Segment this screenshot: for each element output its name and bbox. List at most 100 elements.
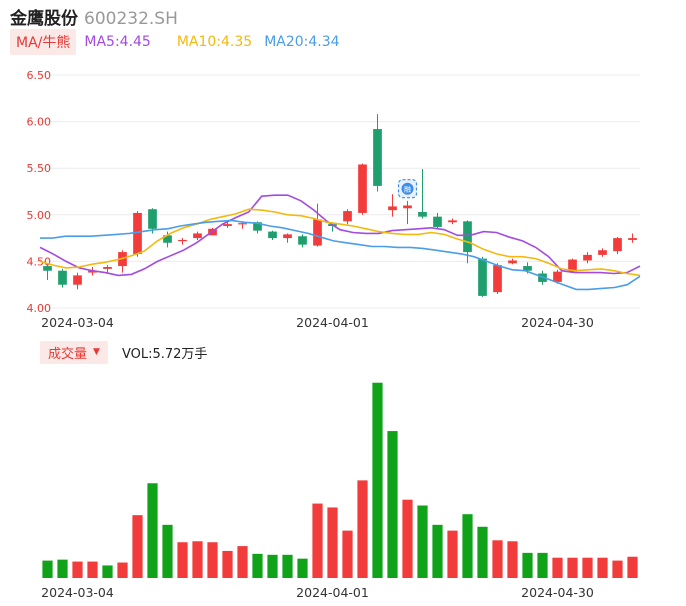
volume-bar — [537, 552, 548, 578]
ma10-line — [39, 208, 641, 277]
volume-bar — [102, 565, 113, 578]
volume-bar — [597, 557, 608, 578]
volume-bar — [222, 550, 233, 578]
candle-body — [553, 271, 562, 282]
volume-indicator-dropdown[interactable]: 成交量 ▼ — [40, 340, 108, 364]
volume-bar — [387, 431, 398, 578]
volume-value: VOL:5.72万手 — [121, 346, 208, 362]
volume-bar — [312, 503, 323, 578]
candle-body — [238, 223, 247, 225]
stock-name: 金鹰股份 — [10, 9, 78, 29]
volume-bar — [87, 561, 98, 578]
volume-legend: 成交量 ▼ VOL:5.72万手 — [40, 340, 208, 364]
volume-bar — [522, 552, 533, 578]
margin-marker-label: 融 — [404, 185, 411, 194]
candle-body — [88, 270, 97, 273]
candle-body — [343, 211, 352, 222]
candle-body — [193, 233, 202, 239]
candle-body — [73, 275, 82, 285]
candle-body — [523, 266, 532, 271]
candle-body — [448, 220, 457, 223]
ma5-legend-label: MA5:4.45 — [84, 34, 151, 50]
ma-legend: MA/牛熊 MA5:4.45 MA10:4.35 MA20:4.34 — [10, 29, 340, 55]
volume-bar — [432, 524, 443, 578]
candle-body — [253, 222, 262, 231]
volume-bar — [252, 553, 263, 578]
volume-bar — [342, 530, 353, 578]
ma5-line — [39, 194, 641, 277]
volume-bar — [282, 554, 293, 578]
volume-bar — [207, 542, 218, 578]
volume-bar — [147, 483, 158, 578]
price-tick-label: 6.00 — [27, 116, 52, 129]
x-tick-label: 2024-04-30 — [521, 585, 594, 600]
candle-body — [613, 238, 622, 252]
price-x-axis: 2024-03-04 2024-04-01 2024-04-30 — [41, 315, 594, 330]
price-tick-label: 4.00 — [27, 302, 52, 315]
price-tick-label: 6.50 — [27, 69, 52, 82]
volume-bar — [297, 558, 308, 578]
volume-bar — [477, 526, 488, 578]
volume-bar — [552, 557, 563, 578]
candle-body — [283, 234, 292, 239]
volume-bar — [447, 530, 458, 578]
x-tick-label: 2024-03-04 — [41, 585, 114, 600]
volume-bar — [357, 480, 368, 578]
volume-bar — [42, 560, 53, 578]
candle-body — [628, 238, 637, 240]
caret-down-icon: ▼ — [93, 347, 100, 357]
candle-body — [433, 216, 442, 227]
candle-body — [598, 250, 607, 255]
candle-body — [58, 270, 67, 285]
candle-body — [463, 221, 472, 253]
x-tick-label: 2024-04-01 — [296, 585, 369, 600]
candle-body — [388, 206, 397, 211]
volume-x-axis: 2024-03-04 2024-04-01 2024-04-30 — [41, 585, 594, 600]
volume-tab-label: 成交量 — [48, 346, 88, 362]
volume-bar — [372, 382, 383, 578]
candle-body — [508, 260, 517, 264]
volume-bar — [132, 515, 143, 578]
margin-marker: 融 — [397, 179, 418, 199]
candle-body — [223, 224, 232, 226]
price-axis: 6.50 6.00 5.50 5.00 4.50 4.00 — [27, 69, 52, 315]
volume-bar — [72, 561, 83, 578]
candle-body — [148, 209, 157, 229]
x-tick-label: 2024-03-04 — [41, 315, 114, 330]
volume-bar — [237, 546, 248, 578]
volume-bar — [192, 541, 203, 578]
candle-body — [313, 219, 322, 246]
price-tick-label: 5.50 — [27, 162, 52, 175]
volume-bar — [117, 562, 128, 578]
candle-body — [268, 231, 277, 239]
candle-body — [298, 236, 307, 245]
volume-bar — [402, 499, 413, 578]
candle-body — [163, 235, 172, 243]
candle-body — [493, 265, 502, 293]
ma-lines — [39, 194, 641, 291]
volume-bar — [612, 560, 623, 578]
x-tick-label: 2024-04-30 — [521, 315, 594, 330]
candle-body — [103, 266, 112, 269]
volume-bar — [177, 542, 188, 578]
price-tick-label: 4.50 — [27, 255, 52, 268]
volume-bar — [162, 524, 173, 578]
volume-bars — [42, 382, 638, 578]
candle-body — [373, 129, 382, 186]
ma-indicator-tab[interactable]: MA/牛熊 — [10, 29, 77, 55]
candle-body — [178, 239, 187, 242]
volume-bar — [492, 540, 503, 578]
candle-body — [568, 259, 577, 272]
candle-body — [358, 164, 367, 213]
ma20-legend-label: MA20:4.34 — [264, 34, 340, 50]
candlesticks — [43, 114, 637, 297]
volume-bar — [462, 514, 473, 578]
candle-body — [133, 212, 142, 254]
volume-bar — [417, 505, 428, 578]
candle-body — [418, 212, 427, 217]
volume-bar — [267, 554, 278, 578]
volume-bar — [507, 541, 518, 578]
x-tick-label: 2024-04-01 — [296, 315, 369, 330]
stock-header: 金鹰股份 600232.SH — [10, 4, 178, 29]
